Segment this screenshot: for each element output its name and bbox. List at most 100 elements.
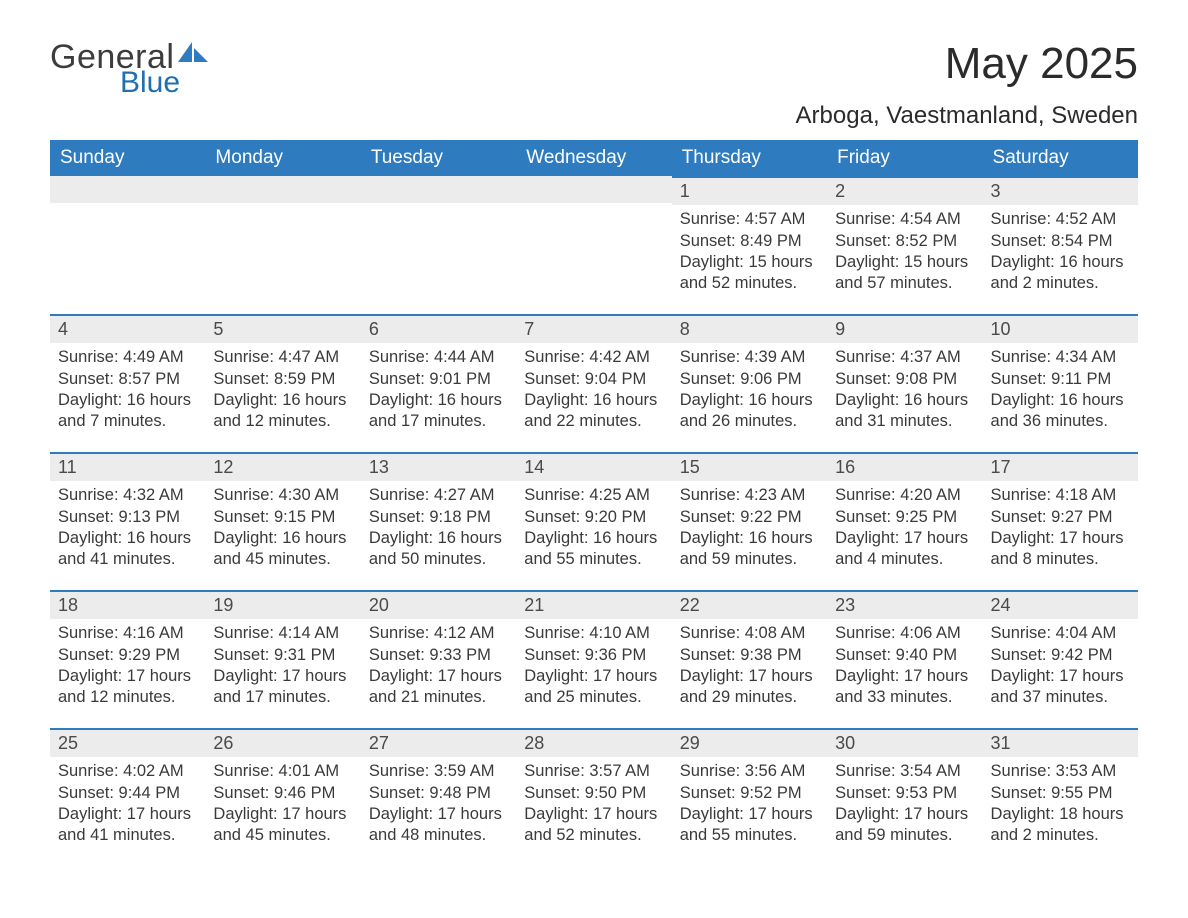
sunset-line: Sunset: 9:13 PM xyxy=(58,507,197,528)
daylight-line: Daylight: 17 hours and 55 minutes. xyxy=(680,804,819,846)
sunset-line: Sunset: 9:40 PM xyxy=(835,645,974,666)
day-cell: 9Sunrise: 4:37 AMSunset: 9:08 PMDaylight… xyxy=(827,314,982,452)
daylight-line: Daylight: 16 hours and 36 minutes. xyxy=(991,390,1130,432)
day-cell: 24Sunrise: 4:04 AMSunset: 9:42 PMDayligh… xyxy=(983,590,1138,728)
sunset-line: Sunset: 9:46 PM xyxy=(213,783,352,804)
col-monday: Monday xyxy=(205,140,360,176)
sunrise-line: Sunrise: 4:02 AM xyxy=(58,761,197,782)
day-details: Sunrise: 4:34 AMSunset: 9:11 PMDaylight:… xyxy=(983,343,1138,439)
daylight-line: Daylight: 15 hours and 57 minutes. xyxy=(835,252,974,294)
sunrise-line: Sunrise: 4:18 AM xyxy=(991,485,1130,506)
day-details: Sunrise: 4:30 AMSunset: 9:15 PMDaylight:… xyxy=(205,481,360,577)
daylight-line: Daylight: 16 hours and 55 minutes. xyxy=(524,528,663,570)
day-number: 24 xyxy=(983,592,1138,619)
sunrise-line: Sunrise: 4:44 AM xyxy=(369,347,508,368)
day-details: Sunrise: 3:54 AMSunset: 9:53 PMDaylight:… xyxy=(827,757,982,853)
week-row: 18Sunrise: 4:16 AMSunset: 9:29 PMDayligh… xyxy=(50,590,1138,728)
sunset-line: Sunset: 9:44 PM xyxy=(58,783,197,804)
day-cell: 11Sunrise: 4:32 AMSunset: 9:13 PMDayligh… xyxy=(50,452,205,590)
sunset-line: Sunset: 9:36 PM xyxy=(524,645,663,666)
day-cell xyxy=(50,176,205,314)
sunrise-line: Sunrise: 4:42 AM xyxy=(524,347,663,368)
day-cell: 30Sunrise: 3:54 AMSunset: 9:53 PMDayligh… xyxy=(827,728,982,866)
daylight-line: Daylight: 17 hours and 41 minutes. xyxy=(58,804,197,846)
daylight-line: Daylight: 17 hours and 52 minutes. xyxy=(524,804,663,846)
calendar-body: 1Sunrise: 4:57 AMSunset: 8:49 PMDaylight… xyxy=(50,176,1138,866)
daylight-line: Daylight: 17 hours and 48 minutes. xyxy=(369,804,508,846)
day-number: 18 xyxy=(50,592,205,619)
day-number: 20 xyxy=(361,592,516,619)
day-number: 15 xyxy=(672,454,827,481)
sunrise-line: Sunrise: 4:30 AM xyxy=(213,485,352,506)
day-cell: 25Sunrise: 4:02 AMSunset: 9:44 PMDayligh… xyxy=(50,728,205,866)
day-number xyxy=(50,176,205,203)
col-friday: Friday xyxy=(827,140,982,176)
sunset-line: Sunset: 9:25 PM xyxy=(835,507,974,528)
day-details xyxy=(205,203,360,215)
day-cell: 13Sunrise: 4:27 AMSunset: 9:18 PMDayligh… xyxy=(361,452,516,590)
sunset-line: Sunset: 8:59 PM xyxy=(213,369,352,390)
sail-icon xyxy=(178,40,208,68)
sunrise-line: Sunrise: 4:12 AM xyxy=(369,623,508,644)
sunrise-line: Sunrise: 4:49 AM xyxy=(58,347,197,368)
day-number: 22 xyxy=(672,592,827,619)
daylight-line: Daylight: 16 hours and 26 minutes. xyxy=(680,390,819,432)
day-details: Sunrise: 4:10 AMSunset: 9:36 PMDaylight:… xyxy=(516,619,671,715)
sunrise-line: Sunrise: 3:57 AM xyxy=(524,761,663,782)
sunrise-line: Sunrise: 4:57 AM xyxy=(680,209,819,230)
day-cell: 8Sunrise: 4:39 AMSunset: 9:06 PMDaylight… xyxy=(672,314,827,452)
day-details: Sunrise: 4:14 AMSunset: 9:31 PMDaylight:… xyxy=(205,619,360,715)
day-details: Sunrise: 4:02 AMSunset: 9:44 PMDaylight:… xyxy=(50,757,205,853)
daylight-line: Daylight: 17 hours and 25 minutes. xyxy=(524,666,663,708)
sunset-line: Sunset: 9:53 PM xyxy=(835,783,974,804)
day-number: 4 xyxy=(50,316,205,343)
sunset-line: Sunset: 9:50 PM xyxy=(524,783,663,804)
col-tuesday: Tuesday xyxy=(361,140,516,176)
daylight-line: Daylight: 17 hours and 45 minutes. xyxy=(213,804,352,846)
calendar-table: Sunday Monday Tuesday Wednesday Thursday… xyxy=(50,140,1138,866)
sunset-line: Sunset: 9:48 PM xyxy=(369,783,508,804)
day-number: 7 xyxy=(516,316,671,343)
week-row: 11Sunrise: 4:32 AMSunset: 9:13 PMDayligh… xyxy=(50,452,1138,590)
day-cell: 16Sunrise: 4:20 AMSunset: 9:25 PMDayligh… xyxy=(827,452,982,590)
day-cell: 18Sunrise: 4:16 AMSunset: 9:29 PMDayligh… xyxy=(50,590,205,728)
day-cell: 7Sunrise: 4:42 AMSunset: 9:04 PMDaylight… xyxy=(516,314,671,452)
day-details: Sunrise: 3:53 AMSunset: 9:55 PMDaylight:… xyxy=(983,757,1138,853)
day-cell: 1Sunrise: 4:57 AMSunset: 8:49 PMDaylight… xyxy=(672,176,827,314)
daylight-line: Daylight: 17 hours and 8 minutes. xyxy=(991,528,1130,570)
month-title: May 2025 xyxy=(796,40,1138,88)
day-details: Sunrise: 4:52 AMSunset: 8:54 PMDaylight:… xyxy=(983,205,1138,301)
daylight-line: Daylight: 16 hours and 31 minutes. xyxy=(835,390,974,432)
day-number: 2 xyxy=(827,178,982,205)
day-cell xyxy=(205,176,360,314)
sunset-line: Sunset: 9:06 PM xyxy=(680,369,819,390)
daylight-line: Daylight: 18 hours and 2 minutes. xyxy=(991,804,1130,846)
daylight-line: Daylight: 17 hours and 59 minutes. xyxy=(835,804,974,846)
sunset-line: Sunset: 9:11 PM xyxy=(991,369,1130,390)
day-cell: 17Sunrise: 4:18 AMSunset: 9:27 PMDayligh… xyxy=(983,452,1138,590)
day-details xyxy=(50,203,205,215)
sunrise-line: Sunrise: 3:59 AM xyxy=(369,761,508,782)
day-details: Sunrise: 4:08 AMSunset: 9:38 PMDaylight:… xyxy=(672,619,827,715)
col-saturday: Saturday xyxy=(983,140,1138,176)
day-number: 29 xyxy=(672,730,827,757)
daylight-line: Daylight: 17 hours and 17 minutes. xyxy=(213,666,352,708)
weekday-header-row: Sunday Monday Tuesday Wednesday Thursday… xyxy=(50,140,1138,176)
day-details: Sunrise: 4:42 AMSunset: 9:04 PMDaylight:… xyxy=(516,343,671,439)
sunset-line: Sunset: 9:29 PM xyxy=(58,645,197,666)
day-number: 21 xyxy=(516,592,671,619)
sunrise-line: Sunrise: 4:32 AM xyxy=(58,485,197,506)
day-cell: 5Sunrise: 4:47 AMSunset: 8:59 PMDaylight… xyxy=(205,314,360,452)
day-cell: 22Sunrise: 4:08 AMSunset: 9:38 PMDayligh… xyxy=(672,590,827,728)
day-details: Sunrise: 4:57 AMSunset: 8:49 PMDaylight:… xyxy=(672,205,827,301)
sunrise-line: Sunrise: 3:54 AM xyxy=(835,761,974,782)
daylight-line: Daylight: 16 hours and 45 minutes. xyxy=(213,528,352,570)
day-cell: 6Sunrise: 4:44 AMSunset: 9:01 PMDaylight… xyxy=(361,314,516,452)
sunset-line: Sunset: 9:38 PM xyxy=(680,645,819,666)
col-wednesday: Wednesday xyxy=(516,140,671,176)
sunrise-line: Sunrise: 4:06 AM xyxy=(835,623,974,644)
sunset-line: Sunset: 9:01 PM xyxy=(369,369,508,390)
day-number: 6 xyxy=(361,316,516,343)
sunrise-line: Sunrise: 4:39 AM xyxy=(680,347,819,368)
day-number: 19 xyxy=(205,592,360,619)
